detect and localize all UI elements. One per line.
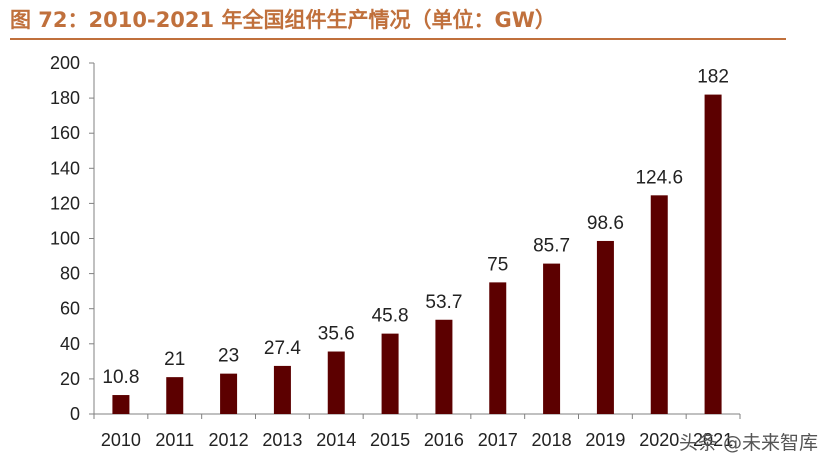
y-tick-label: 60 bbox=[60, 299, 80, 319]
bar-2020 bbox=[650, 195, 668, 414]
bar-2010 bbox=[112, 395, 130, 414]
bar-2011 bbox=[166, 377, 184, 414]
data-label-2017: 75 bbox=[487, 254, 508, 275]
x-tick-label-2018: 2018 bbox=[532, 430, 572, 450]
y-tick-label: 40 bbox=[60, 334, 80, 354]
data-labels: 10.8 21 23 27.4 35.6 45.8 53.7 75 85.7 98.6 124.6 1… bbox=[102, 67, 729, 388]
data-label-2021: 182 bbox=[697, 67, 729, 88]
data-label-2010: 10.8 bbox=[102, 367, 139, 388]
x-tick-label-2020: 2020 bbox=[639, 430, 679, 450]
bars bbox=[112, 94, 722, 414]
y-tick-label: 160 bbox=[50, 123, 80, 143]
bar-2017 bbox=[489, 282, 507, 414]
bar-2014 bbox=[327, 351, 345, 414]
watermark: 头条 @未来智库 bbox=[678, 432, 818, 454]
bar-2012 bbox=[220, 373, 238, 414]
y-tick-label: 180 bbox=[50, 88, 80, 108]
y-tick-label: 120 bbox=[50, 193, 80, 213]
bar-2013 bbox=[273, 365, 291, 414]
data-label-2014: 35.6 bbox=[318, 324, 355, 345]
data-label-2016: 53.7 bbox=[425, 292, 462, 313]
x-tick-label-2014: 2014 bbox=[316, 430, 356, 450]
y-tick-label: 100 bbox=[50, 229, 80, 249]
x-tick-label-2015: 2015 bbox=[370, 430, 410, 450]
y-tick-label: 0 bbox=[70, 404, 80, 424]
bar-2019 bbox=[596, 240, 614, 414]
bar-2018 bbox=[543, 263, 561, 414]
data-label-2015: 45.8 bbox=[372, 306, 409, 327]
x-axis: 2010 2011 2012 2013 2014 2015 2016 2017 2018 2019… bbox=[93, 413, 741, 450]
x-tick-label-2010: 2010 bbox=[101, 430, 141, 450]
data-label-2019: 98.6 bbox=[587, 213, 624, 234]
y-tick-label: 80 bbox=[60, 264, 80, 284]
bar-2015 bbox=[381, 333, 399, 414]
data-label-2011: 21 bbox=[164, 349, 185, 370]
x-tick-label-2019: 2019 bbox=[585, 430, 625, 450]
bar-2021 bbox=[704, 94, 722, 414]
data-label-2012: 23 bbox=[218, 346, 239, 367]
x-tick-label-2017: 2017 bbox=[478, 430, 518, 450]
x-tick-label-2016: 2016 bbox=[424, 430, 464, 450]
y-tick-label: 140 bbox=[50, 158, 80, 178]
y-axis: 0 20 40 60 80 100 120 140 160 180 200 bbox=[50, 53, 95, 424]
title-rule bbox=[10, 38, 786, 40]
x-tick-label-2013: 2013 bbox=[262, 430, 302, 450]
bar-2016 bbox=[435, 319, 453, 414]
y-tick-label: 200 bbox=[50, 53, 80, 73]
y-tick-label: 20 bbox=[60, 369, 80, 389]
x-tick-label-2021: 2021 bbox=[693, 430, 733, 450]
data-label-2018: 85.7 bbox=[533, 236, 570, 257]
data-label-2013: 27.4 bbox=[264, 338, 301, 359]
x-tick-label-2011: 2011 bbox=[155, 430, 194, 450]
data-label-2020: 124.6 bbox=[635, 167, 683, 188]
x-tick-label-2012: 2012 bbox=[209, 430, 249, 450]
figure-title: 图 72：2010-2021 年全国组件生产情况（单位：GW） bbox=[10, 8, 556, 32]
